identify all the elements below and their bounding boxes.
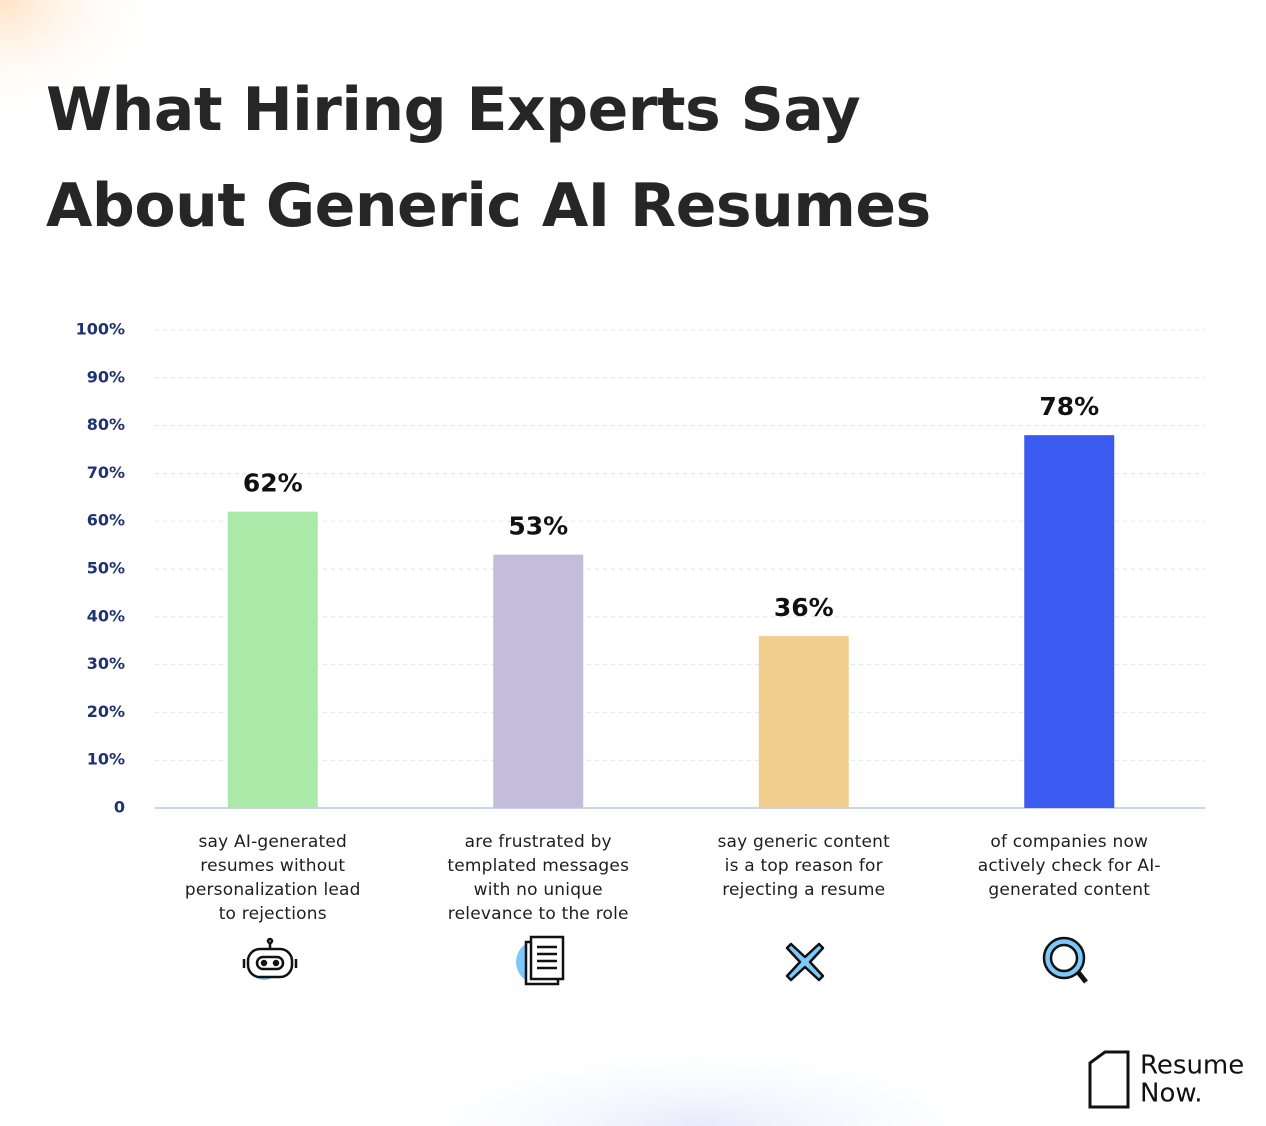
- bar: [493, 554, 584, 808]
- y-tick-label: 80%: [87, 415, 125, 434]
- cross-icon: [785, 942, 825, 982]
- value-label: 53%: [508, 512, 568, 541]
- x-tick-label-box: of companies now actively check for AI-g…: [977, 832, 1161, 900]
- y-tick-label: 40%: [87, 606, 125, 625]
- bar: [758, 635, 849, 808]
- y-tick-label: 50%: [87, 559, 125, 578]
- y-tick-label: 0: [114, 798, 125, 817]
- x-tick-label: of companies now actively check for AI-g…: [977, 832, 1161, 900]
- x-tick-label: say generic content is a top reason for …: [717, 832, 891, 900]
- y-tick-label: 60%: [87, 511, 125, 530]
- bar: [227, 511, 318, 808]
- x-tick-label: say AI-generated resumes without persona…: [184, 832, 361, 924]
- chart-title: What Hiring Experts Say About Generic AI…: [46, 75, 931, 241]
- y-tick-label: 30%: [87, 654, 125, 673]
- y-tick-label: 10%: [87, 750, 125, 769]
- x-tick-label-box: say generic content is a top reason for …: [717, 832, 891, 900]
- value-label: 62%: [243, 469, 303, 498]
- y-tick-label: 70%: [87, 463, 125, 482]
- x-tick-label-box: are frustrated by templated messages wit…: [447, 832, 630, 924]
- y-tick-label: 20%: [87, 702, 125, 721]
- x-tick-label: are frustrated by templated messages wit…: [447, 832, 630, 924]
- value-label: 36%: [774, 593, 834, 622]
- robot-icon: [242, 937, 298, 980]
- icons: [242, 935, 1088, 986]
- logo-text: Now.: [1140, 1079, 1203, 1109]
- logo-text: Resume: [1140, 1051, 1244, 1081]
- document-icon: [516, 935, 565, 986]
- corner-glow: [0, 0, 160, 120]
- bar: [1024, 435, 1115, 808]
- y-tick-label: 90%: [87, 367, 125, 386]
- logo: Resume Now.: [1088, 1050, 1244, 1109]
- y-tick-label: 100%: [76, 320, 125, 339]
- value-label: 78%: [1039, 392, 1099, 421]
- x-tick-label-box: say AI-generated resumes without persona…: [184, 832, 361, 924]
- logo-mark: [1088, 1050, 1130, 1109]
- bottom-glow: [420, 980, 980, 1126]
- search-icon: [1042, 936, 1088, 984]
